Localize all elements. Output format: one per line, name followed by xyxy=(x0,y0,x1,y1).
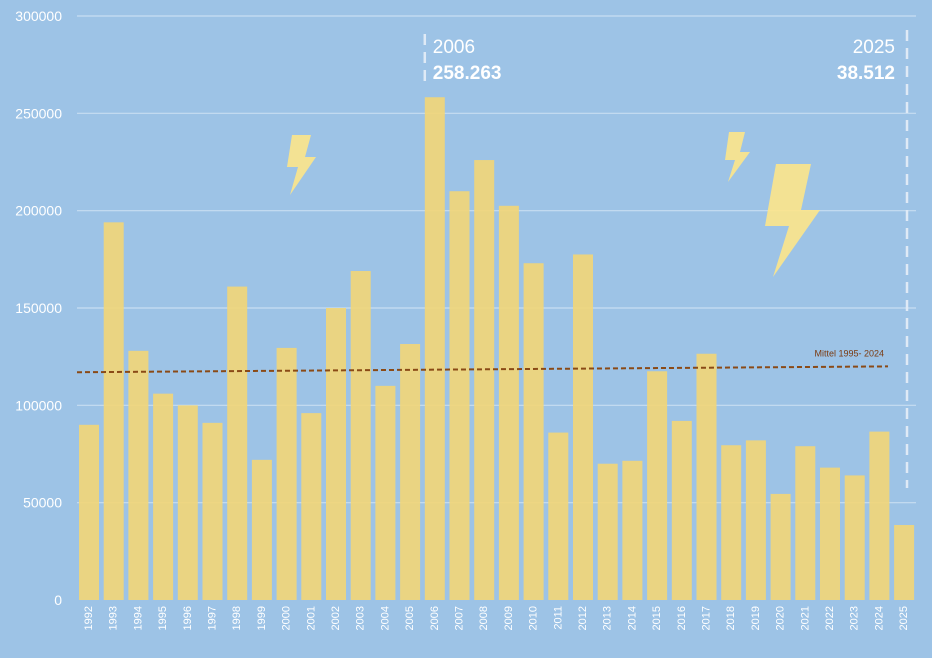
bar-2008 xyxy=(474,160,495,600)
x-tick-label: 2006 xyxy=(429,606,441,630)
x-tick-label: 2008 xyxy=(478,606,490,630)
x-tick-label: 2007 xyxy=(454,606,466,630)
bar-2022 xyxy=(820,467,840,600)
mean-line-group: Mittel 1995- 2024 xyxy=(76,348,889,374)
bar-2021 xyxy=(795,446,816,600)
x-tick-label: 2018 xyxy=(725,606,737,630)
lightning-icon xyxy=(765,164,820,277)
bar-2013 xyxy=(597,463,618,600)
x-tick-label: 2012 xyxy=(577,606,589,630)
bar-2012 xyxy=(573,254,593,600)
x-tick-label: 2019 xyxy=(750,606,762,630)
annotations: 2006 258.263 2025 38.512 xyxy=(423,30,909,488)
x-tick-label: 2015 xyxy=(651,606,663,630)
bar-2006 xyxy=(424,97,445,601)
bar-2000 xyxy=(276,347,297,600)
bar-2024 xyxy=(869,431,890,600)
y-tick-label: 200000 xyxy=(15,203,62,219)
bar-2005 xyxy=(400,344,421,600)
y-tick-label: 150000 xyxy=(15,300,62,316)
bar-2019 xyxy=(745,440,766,600)
lightning-icon xyxy=(287,135,316,195)
bar-2011 xyxy=(548,432,569,600)
bar-2025 xyxy=(894,525,915,600)
x-tick-label: 2022 xyxy=(824,606,836,630)
bar-1999 xyxy=(251,459,272,600)
x-tick-label: 2024 xyxy=(873,606,885,630)
annotation-year: 2006 xyxy=(433,37,475,58)
bar-1992 xyxy=(79,424,99,600)
bar-2016 xyxy=(671,420,692,600)
x-tick-label: 2025 xyxy=(898,606,910,630)
bar-1995 xyxy=(153,393,174,600)
bar-2017 xyxy=(696,353,717,600)
x-tick-label: 1996 xyxy=(182,606,194,630)
x-tick-label: 2010 xyxy=(528,606,540,630)
annotation-value: 258.263 xyxy=(433,63,502,84)
x-tick-label: 2014 xyxy=(626,606,638,630)
y-tick-label: 0 xyxy=(54,592,62,608)
x-tick-label: 2023 xyxy=(849,606,861,630)
x-tick-label: 2016 xyxy=(676,606,688,630)
x-tick-label: 2009 xyxy=(503,606,515,630)
x-tick-label: 2005 xyxy=(404,606,416,630)
y-tick-label: 100000 xyxy=(15,397,62,413)
x-tick-label: 2017 xyxy=(701,606,713,630)
x-tick-label: 2001 xyxy=(305,606,317,630)
bar-2002 xyxy=(326,308,346,600)
bar-1994 xyxy=(128,350,149,600)
bar-2020 xyxy=(770,493,791,600)
bar-2001 xyxy=(301,413,322,600)
bar-2004 xyxy=(375,385,396,600)
lightning-icon xyxy=(725,132,750,182)
y-tick-label: 300000 xyxy=(15,8,62,24)
y-tick-label: 250000 xyxy=(15,105,62,121)
x-tick-label: 1993 xyxy=(108,606,120,630)
bar-2003 xyxy=(350,271,371,600)
bar-1996 xyxy=(177,405,198,600)
bar-2023 xyxy=(844,475,865,600)
y-axis: 0 50000 100000 150000 200000 250000 300000 xyxy=(15,8,62,608)
x-tick-label: 2004 xyxy=(379,606,391,630)
x-tick-label: 2021 xyxy=(799,606,811,630)
x-tick-label: 2000 xyxy=(281,606,293,630)
bar-1998 xyxy=(227,286,248,600)
x-tick-label: 1997 xyxy=(207,606,219,630)
bar-2018 xyxy=(721,445,742,600)
x-tick-label: 2013 xyxy=(602,606,614,630)
bar-1997 xyxy=(202,422,223,600)
x-tick-label: 2020 xyxy=(775,606,787,630)
bar-2014 xyxy=(622,460,643,600)
x-tick-label: 2002 xyxy=(330,606,342,630)
x-tick-label: 2011 xyxy=(552,606,564,630)
x-tick-label: 1992 xyxy=(83,606,95,630)
bar-2009 xyxy=(498,205,519,601)
bar-1993 xyxy=(103,222,124,600)
bar-2010 xyxy=(523,263,544,600)
x-tick-label: 1998 xyxy=(231,606,243,630)
x-tick-label: 1999 xyxy=(256,606,268,630)
x-tick-label: 1994 xyxy=(132,606,144,630)
bar-2007 xyxy=(449,191,470,600)
x-tick-label: 1995 xyxy=(157,606,169,630)
annotation-year: 2025 xyxy=(853,37,895,58)
x-tick-label: 2003 xyxy=(355,606,367,630)
mean-line xyxy=(76,365,889,374)
bar-2015 xyxy=(647,371,668,600)
y-tick-label: 50000 xyxy=(23,495,62,511)
bars xyxy=(79,97,915,601)
mean-line-label: Mittel 1995- 2024 xyxy=(814,348,884,358)
annotation-value: 38.512 xyxy=(837,63,895,84)
x-axis: 1992 1993 1994 1995 1996 1997 1998 1999 2000 2001… xyxy=(83,606,910,630)
